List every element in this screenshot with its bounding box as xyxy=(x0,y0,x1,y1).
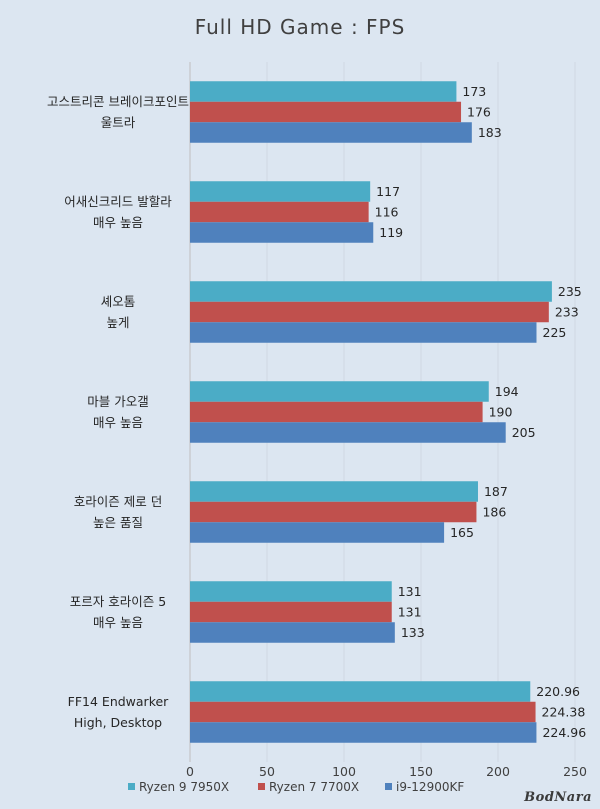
legend-label: i9-12900KF xyxy=(396,780,464,794)
data-label: 225 xyxy=(543,325,567,340)
bar xyxy=(190,381,489,402)
data-label: 194 xyxy=(495,384,519,399)
bar xyxy=(190,122,472,143)
bar xyxy=(190,301,549,323)
x-tick-label: 150 xyxy=(409,764,433,779)
category-label: 매우 높음 xyxy=(93,215,143,230)
category-label: 고스트리콘 브레이크포인트 xyxy=(47,94,189,109)
x-tick-label: 50 xyxy=(259,764,275,779)
legend-label: Ryzen 7 7700X xyxy=(269,780,359,794)
x-tick-label: 0 xyxy=(186,764,194,779)
bar xyxy=(190,481,478,502)
bar xyxy=(190,501,477,523)
bar xyxy=(190,722,537,743)
category-label: 어새신크리드 발할라 xyxy=(64,194,172,209)
data-label: 187 xyxy=(484,484,508,499)
bar xyxy=(190,222,374,243)
data-label: 224.38 xyxy=(542,705,586,720)
data-label: 235 xyxy=(558,284,582,299)
data-label: 119 xyxy=(379,225,403,240)
category-label: 셰오톰 xyxy=(101,294,136,309)
data-label: 190 xyxy=(489,405,513,420)
data-label: 131 xyxy=(398,584,422,599)
data-label: 131 xyxy=(398,605,422,620)
category-label: High, Desktop xyxy=(74,715,162,730)
bar xyxy=(190,601,392,623)
bar xyxy=(190,322,537,343)
bar xyxy=(190,422,506,443)
bar xyxy=(190,81,457,102)
chart-title: Full HD Game : FPS xyxy=(195,15,406,39)
bar xyxy=(190,181,371,202)
data-label: 220.96 xyxy=(536,684,580,699)
bar xyxy=(190,101,462,123)
bar xyxy=(190,201,369,223)
category-label: FF14 Endwarker xyxy=(68,694,170,709)
data-label: 176 xyxy=(467,105,491,120)
category-label: 울트라 xyxy=(101,115,136,130)
legend-swatch xyxy=(128,783,135,790)
x-tick-label: 250 xyxy=(563,764,587,779)
legend-swatch xyxy=(258,783,265,790)
bar xyxy=(190,701,536,723)
bar xyxy=(190,401,483,423)
data-label: 117 xyxy=(376,184,400,199)
watermark-logo: BodNara xyxy=(524,790,592,805)
data-label: 165 xyxy=(450,525,474,540)
category-label: 높게 xyxy=(106,315,129,330)
category-label: 높은 품질 xyxy=(93,515,143,530)
x-tick-label: 200 xyxy=(486,764,510,779)
bar xyxy=(190,281,552,302)
bar xyxy=(190,681,531,702)
data-label: 186 xyxy=(482,505,506,520)
bar xyxy=(190,522,445,543)
data-label: 173 xyxy=(462,84,486,99)
data-label: 233 xyxy=(555,305,579,320)
data-label: 183 xyxy=(478,125,502,140)
data-label: 205 xyxy=(512,425,536,440)
data-label: 133 xyxy=(401,625,425,640)
category-label: 마블 가오갤 xyxy=(87,394,148,409)
data-label: 224.96 xyxy=(542,725,586,740)
legend-label: Ryzen 9 7950X xyxy=(139,780,229,794)
data-label: 116 xyxy=(375,205,399,220)
category-label: 매우 높음 xyxy=(93,615,143,630)
category-label: 포르자 호라이즌 5 xyxy=(70,594,166,609)
bar xyxy=(190,581,392,602)
x-tick-label: 100 xyxy=(332,764,356,779)
category-label: 매우 높음 xyxy=(93,415,143,430)
legend-swatch xyxy=(385,783,392,790)
category-label: 호라이즌 제로 던 xyxy=(74,494,162,509)
bar xyxy=(190,622,395,643)
